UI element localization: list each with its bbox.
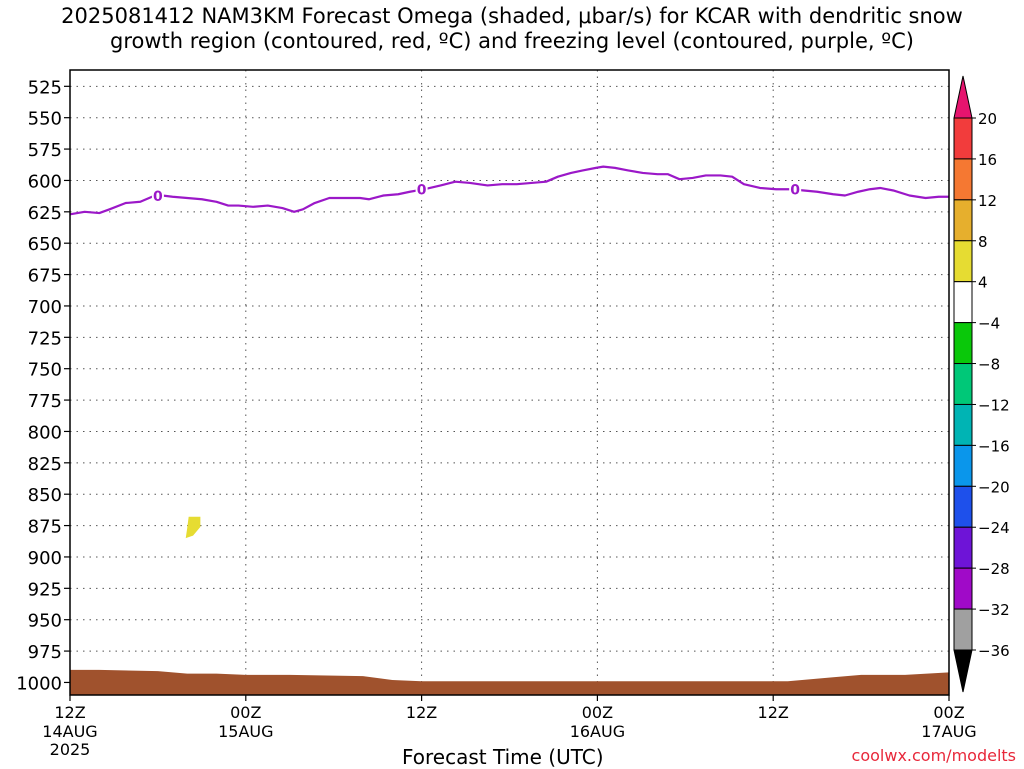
- x-tick-label: 12Z: [406, 703, 437, 722]
- y-tick-label: 550: [28, 109, 62, 130]
- y-tick-label: 700: [28, 297, 62, 318]
- colorbar-bin: [953, 363, 973, 405]
- contour-label-bg: [415, 181, 428, 198]
- colorbar-bin: [953, 158, 973, 201]
- terrain-layer: [70, 669, 949, 695]
- x-tick-date: 14AUG: [42, 722, 97, 741]
- colorbar-label: 16: [978, 151, 997, 169]
- x-tick-date: 16AUG: [570, 722, 625, 741]
- y-tick-label: 675: [28, 266, 62, 287]
- terrain-fill: [70, 669, 949, 695]
- x-tick-label: 00Z: [933, 703, 964, 722]
- colorbar-label: −8: [978, 356, 1000, 374]
- contour-label-bg: [789, 181, 802, 198]
- y-tick-label: 950: [28, 611, 62, 632]
- contour-label: 0: [153, 189, 163, 205]
- colorbar-top-arrow: [953, 75, 973, 119]
- colorbar-bin: [953, 240, 973, 283]
- freezing-level-layer: 0 0 0: [69, 165, 949, 216]
- y-tick-label: 575: [28, 140, 62, 161]
- chart-title: 2025081412 NAM3KM Forecast Omega (shaded…: [61, 4, 963, 53]
- colorbar-label: −20: [978, 478, 1010, 496]
- y-tick-label: 800: [28, 422, 62, 443]
- colorbar-bin: [953, 117, 973, 160]
- colorbar-label: −24: [978, 519, 1010, 537]
- colorbar-label: −4: [978, 315, 1000, 333]
- colorbar-bin: [953, 403, 973, 446]
- colorbar-bin: [953, 199, 973, 242]
- y-axis: 525 550 575 600 625 650 675 700 725 750 775 800 825 8…: [16, 77, 70, 694]
- y-tick-label: 650: [28, 234, 62, 255]
- x-tick-year: 2025: [50, 740, 91, 759]
- colorbar-label: 12: [978, 192, 997, 210]
- grid-lines: [70, 70, 949, 695]
- y-tick-label: 600: [28, 171, 62, 192]
- y-tick-label: 875: [28, 517, 62, 538]
- colorbar-label: 20: [978, 110, 997, 128]
- colorbar-label: −28: [978, 560, 1010, 578]
- y-tick-label: 850: [28, 485, 62, 506]
- y-tick-label: 775: [28, 391, 62, 412]
- colorbar-label: 8: [978, 233, 988, 251]
- x-tick-date: 17AUG: [921, 722, 976, 741]
- colorbar-label: −32: [978, 601, 1010, 619]
- contour-label: 0: [790, 183, 800, 199]
- x-tick-label: 12Z: [54, 703, 85, 722]
- colorbar: 20 16 12 8 4 −4 −8 −12 −16 −20 −24 −28 −32 −36: [953, 75, 1010, 693]
- plot-frame: [69, 69, 950, 696]
- y-tick-label: 1000: [16, 673, 62, 694]
- colorbar-label: −36: [978, 642, 1010, 660]
- y-tick-label: 525: [28, 77, 62, 98]
- colorbar-bottom-arrow: [953, 649, 973, 693]
- contour-label: 0: [417, 183, 427, 199]
- contour-label-bg: [151, 188, 164, 205]
- x-tick-date: 15AUG: [218, 722, 273, 741]
- colorbar-bin: [953, 526, 973, 569]
- colorbar-label: −16: [978, 437, 1010, 455]
- x-tick-label: 00Z: [582, 703, 613, 722]
- x-axis-label: Forecast Time (UTC): [402, 745, 604, 769]
- credit-text: coolwx.com/modelts: [851, 746, 1016, 765]
- x-tick-label: 12Z: [758, 703, 789, 722]
- colorbar-label: −12: [978, 396, 1010, 414]
- colorbar-bin: [953, 322, 973, 365]
- omega-shaded-area: [185, 516, 201, 539]
- colorbar-bin: [953, 567, 973, 610]
- colorbar-label: 4: [978, 274, 988, 292]
- x-tick-label: 00Z: [230, 703, 261, 722]
- y-tick-label: 750: [28, 360, 62, 381]
- colorbar-bin: [953, 608, 973, 651]
- y-tick-label: 900: [28, 548, 62, 569]
- y-tick-label: 925: [28, 579, 62, 600]
- y-tick-label: 625: [28, 203, 62, 224]
- colorbar-bin: [953, 281, 973, 324]
- omega-shading: [185, 516, 201, 539]
- y-tick-label: 975: [28, 642, 62, 663]
- colorbar-bin: [953, 444, 973, 487]
- freezing-level-line: [69, 165, 949, 216]
- colorbar-bin: [953, 485, 973, 528]
- y-tick-label: 725: [28, 328, 62, 349]
- y-tick-label: 825: [28, 454, 62, 475]
